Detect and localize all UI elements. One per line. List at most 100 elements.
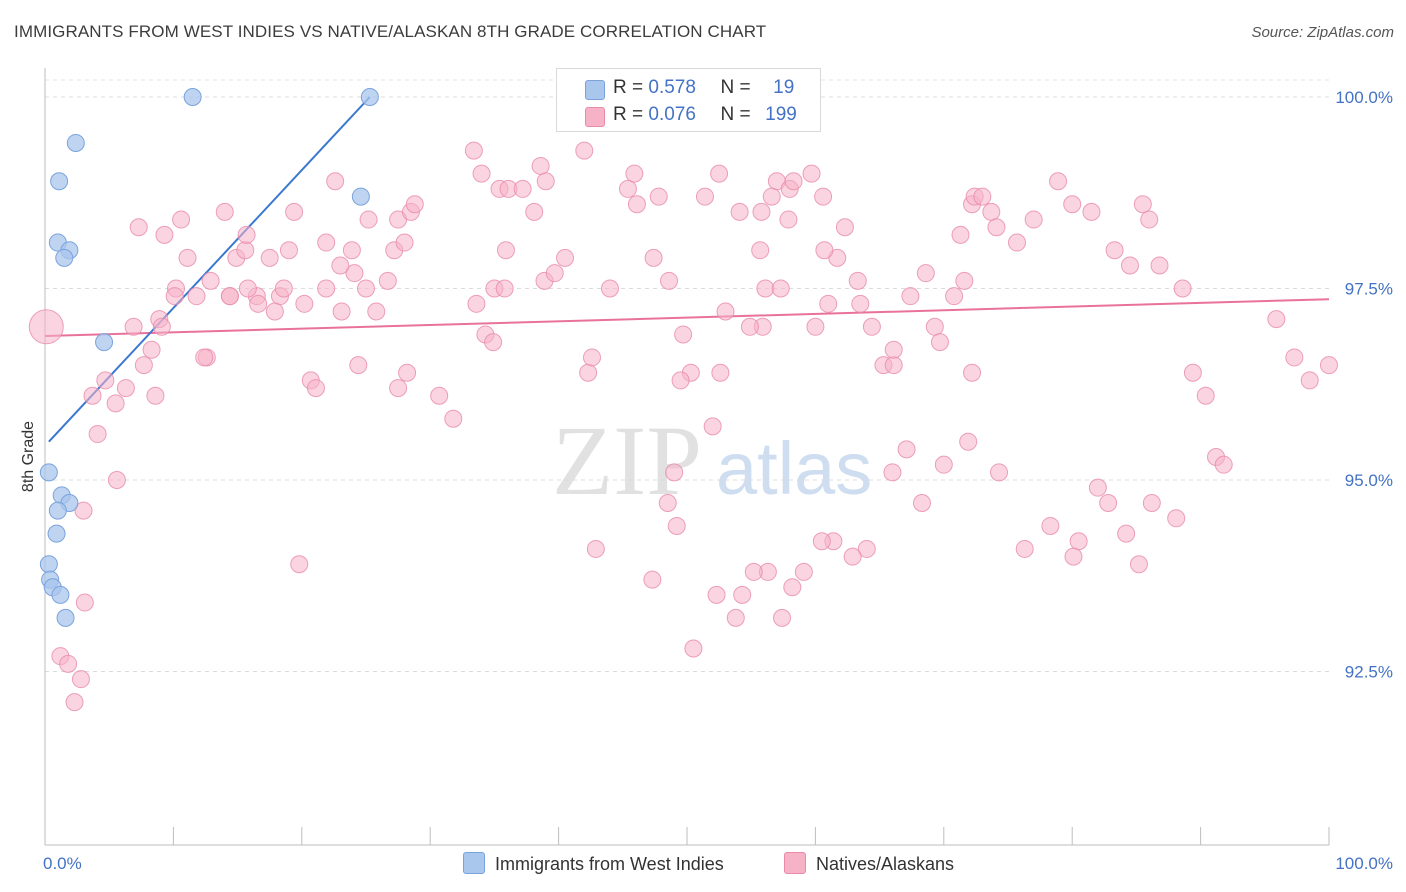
natives-point bbox=[430, 386, 449, 405]
y-tick-label: 95.0% bbox=[1345, 471, 1393, 490]
natives-point bbox=[703, 417, 722, 436]
natives-point bbox=[1105, 241, 1124, 260]
bottom-legend-swatch-west-indies bbox=[463, 852, 485, 874]
natives-point bbox=[155, 225, 174, 244]
natives-point bbox=[545, 264, 564, 283]
natives-point bbox=[178, 248, 197, 267]
natives-point bbox=[627, 195, 646, 214]
natives-point bbox=[851, 294, 870, 313]
natives-point bbox=[83, 386, 102, 405]
natives-point bbox=[1063, 195, 1082, 214]
natives-point bbox=[582, 348, 601, 367]
natives-point bbox=[1267, 310, 1286, 329]
natives-point bbox=[1173, 279, 1192, 298]
natives-trend-line bbox=[44, 298, 1330, 337]
west-indies-point bbox=[47, 524, 66, 543]
west-indies-point bbox=[55, 248, 74, 267]
natives-point bbox=[238, 279, 257, 298]
natives-point bbox=[806, 317, 825, 336]
legend-r-label: R = bbox=[613, 77, 644, 98]
natives-point bbox=[1196, 386, 1215, 405]
natives-point bbox=[1142, 493, 1161, 512]
natives-point bbox=[959, 432, 978, 451]
natives-point bbox=[990, 463, 1009, 482]
natives-point bbox=[812, 532, 831, 551]
natives-point bbox=[495, 279, 514, 298]
natives-point bbox=[752, 202, 771, 221]
natives-point bbox=[897, 440, 916, 459]
natives-point bbox=[711, 363, 730, 382]
natives-point bbox=[973, 187, 992, 206]
natives-point bbox=[345, 264, 364, 283]
natives-point bbox=[274, 279, 293, 298]
natives-point bbox=[349, 356, 368, 375]
natives-point bbox=[398, 363, 417, 382]
axes bbox=[44, 68, 1330, 846]
natives-point bbox=[1069, 532, 1088, 551]
natives-point bbox=[342, 241, 361, 260]
natives-point bbox=[484, 333, 503, 352]
natives-point bbox=[195, 348, 214, 367]
chart-title: IMMIGRANTS FROM WEST INDIES VS NATIVE/AL… bbox=[14, 22, 767, 41]
natives-point bbox=[260, 248, 279, 267]
natives-point bbox=[295, 294, 314, 313]
natives-point bbox=[802, 164, 821, 183]
west-indies-points bbox=[39, 88, 379, 627]
natives-point bbox=[1088, 478, 1107, 497]
west-indies-point bbox=[56, 608, 75, 627]
natives-point bbox=[531, 156, 550, 175]
natives-point bbox=[658, 493, 677, 512]
west-indies-point bbox=[48, 501, 67, 520]
natives-point bbox=[1015, 539, 1034, 558]
natives-point bbox=[172, 210, 191, 229]
natives-point bbox=[556, 248, 575, 267]
natives-point bbox=[925, 317, 944, 336]
y-axis-label: 8th Grade bbox=[20, 421, 37, 492]
natives-point bbox=[331, 256, 350, 275]
bottom-legend-swatch-natives bbox=[784, 852, 806, 874]
natives-point bbox=[815, 241, 834, 260]
natives-point bbox=[963, 363, 982, 382]
natives-point bbox=[987, 218, 1006, 237]
natives-point bbox=[525, 202, 544, 221]
natives-point bbox=[1117, 524, 1136, 543]
natives-point bbox=[730, 202, 749, 221]
natives-point bbox=[884, 340, 903, 359]
west-indies-point bbox=[50, 172, 69, 191]
natives-point bbox=[306, 379, 325, 398]
legend-r-label: R = bbox=[613, 104, 644, 125]
natives-point bbox=[357, 279, 375, 298]
natives-point bbox=[367, 302, 386, 321]
natives-point bbox=[575, 141, 594, 160]
natives-point bbox=[716, 302, 735, 321]
natives-point bbox=[1285, 348, 1304, 367]
natives-point bbox=[536, 172, 555, 191]
natives-point bbox=[88, 425, 107, 444]
natives-point bbox=[771, 279, 790, 298]
x-tick-label-max: 100.0% bbox=[1335, 854, 1393, 873]
natives-point bbox=[513, 179, 532, 198]
natives-point bbox=[600, 279, 619, 298]
natives-point bbox=[762, 187, 781, 206]
natives-point bbox=[684, 639, 703, 658]
natives-point bbox=[142, 340, 161, 359]
natives-point bbox=[201, 271, 220, 290]
natives-point bbox=[857, 539, 876, 558]
legend-r-value: 0.578 bbox=[648, 77, 696, 98]
natives-point bbox=[279, 241, 298, 260]
natives-point bbox=[1120, 256, 1139, 275]
natives-point bbox=[249, 294, 268, 313]
natives-point bbox=[1320, 356, 1338, 375]
natives-point bbox=[71, 670, 90, 689]
natives-point bbox=[644, 248, 663, 267]
natives-point bbox=[744, 562, 763, 581]
natives-point bbox=[285, 202, 304, 221]
natives-point bbox=[695, 187, 714, 206]
natives-point bbox=[378, 271, 397, 290]
stats-legend: R = 0.578 N = 19 R = 0.076 N = 199 bbox=[556, 68, 821, 132]
natives-point bbox=[467, 294, 486, 313]
natives-point bbox=[982, 202, 1001, 221]
natives-point bbox=[884, 356, 903, 375]
natives-point bbox=[579, 363, 598, 382]
bottom-legend-natives: Natives/Alaskans bbox=[784, 852, 954, 875]
